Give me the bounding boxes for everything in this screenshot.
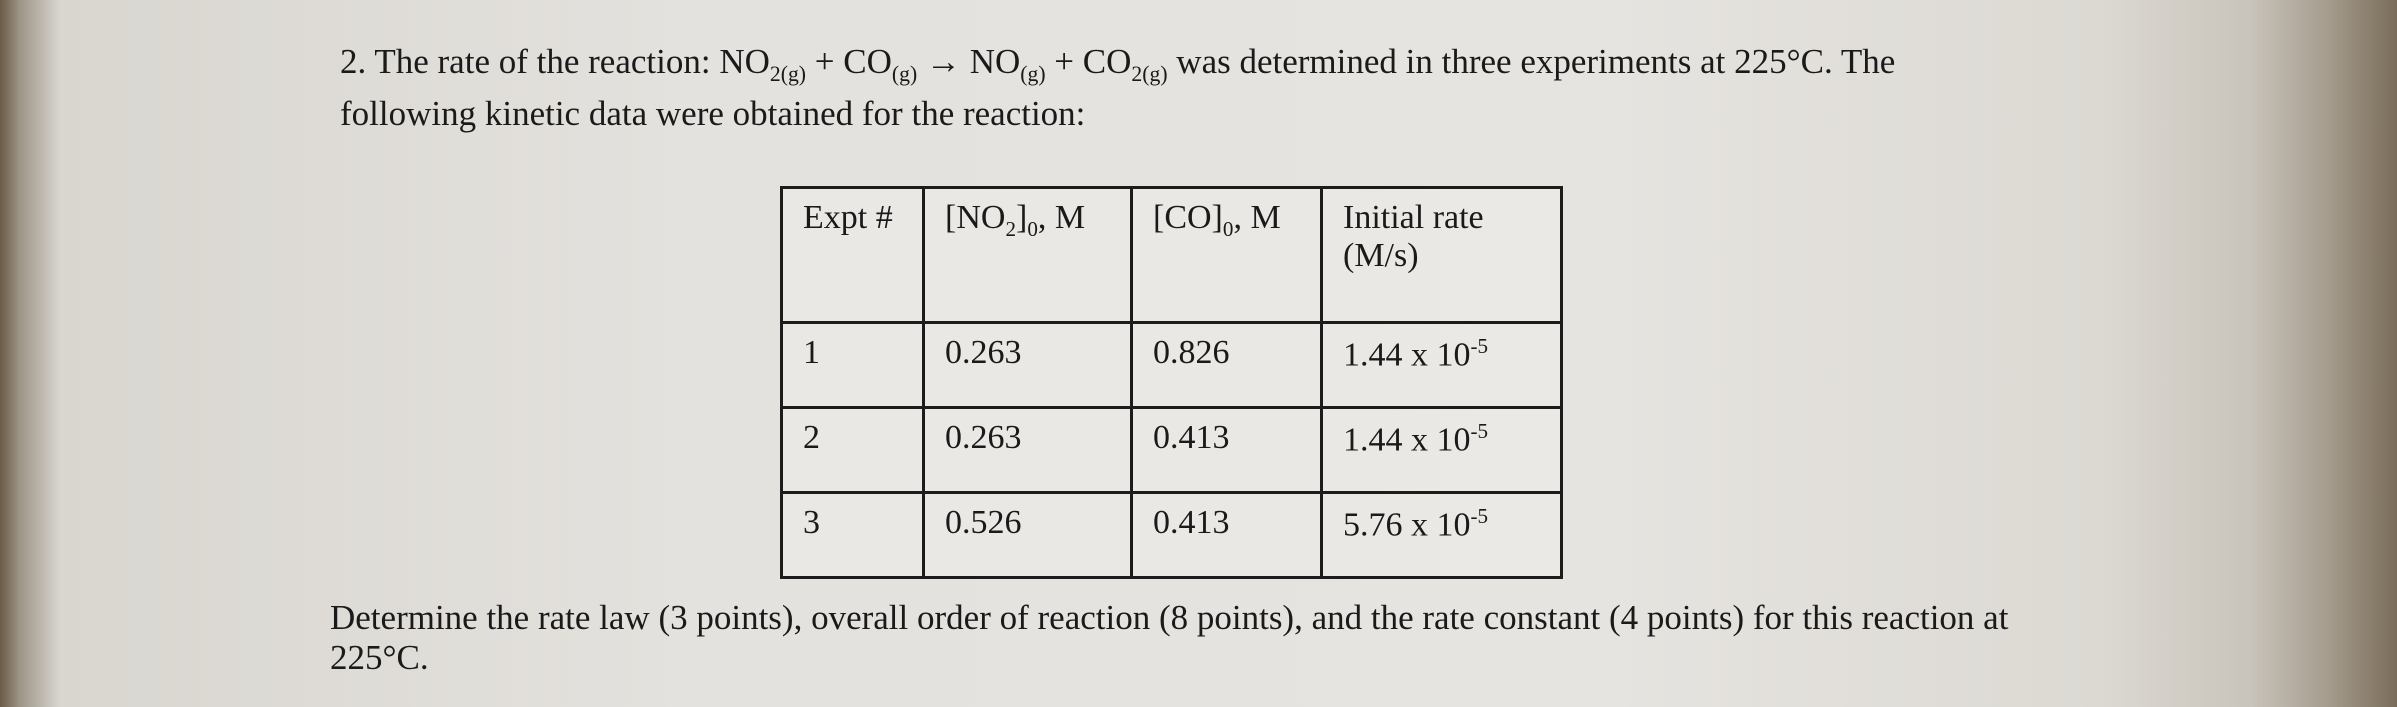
- subscript: 0: [1222, 216, 1234, 241]
- cell: 0.263: [922, 321, 1133, 409]
- instructions: Determine the rate law (3 points), overa…: [330, 598, 2009, 677]
- text-run: + CO: [806, 42, 892, 81]
- text-run: 1.44 x 10: [1343, 421, 1471, 459]
- subscript: 0: [1027, 216, 1038, 241]
- text-run: was determined in three experiments at 2…: [340, 42, 1896, 133]
- subscript: 2(g): [1131, 62, 1168, 86]
- cell: 3: [780, 491, 925, 579]
- superscript: -5: [1470, 504, 1489, 528]
- text-run: → NO: [917, 42, 1021, 81]
- cell: 1.44 x 10-5: [1320, 406, 1563, 494]
- cell: 0.826: [1130, 321, 1323, 409]
- header-cell: Initial rate (M/s): [1320, 186, 1563, 324]
- text-run: + CO: [1045, 42, 1132, 81]
- cell: 0.413: [1130, 491, 1323, 579]
- data-row: 2 0.263 0.413 1.44 x 10-5: [780, 406, 1563, 494]
- text-run: 5.76 x 10: [1343, 506, 1471, 544]
- kinetics-table: Expt # [NO2]0, M [CO]0, M Initial rate (M/s…: [780, 186, 1563, 579]
- text-run: , M: [1233, 199, 1281, 236]
- text-run: [CO]: [1153, 199, 1223, 236]
- cell: 0.413: [1130, 406, 1323, 494]
- text-run: 1.44 x 10: [1343, 336, 1471, 374]
- subscript: (g): [891, 62, 918, 86]
- superscript: -5: [1470, 419, 1489, 443]
- cell: 0.526: [922, 491, 1133, 579]
- cell: 2: [780, 406, 925, 494]
- header-cell: [NO2]0, M: [922, 186, 1133, 324]
- superscript: -5: [1470, 334, 1489, 358]
- subscript: (g): [1020, 62, 1046, 86]
- text-run: 2. The rate of the reaction: NO: [340, 42, 770, 81]
- text-run: , M: [1037, 199, 1086, 236]
- data-row: 3 0.526 0.413 5.76 x 10-5: [780, 491, 1563, 579]
- text-run: ]: [1015, 199, 1028, 236]
- subscript: 2: [1005, 216, 1016, 241]
- data-row: 1 0.263 0.826 1.44 x 10-5: [780, 321, 1563, 409]
- cell: 1.44 x 10-5: [1320, 321, 1563, 409]
- header-cell: [CO]0, M: [1130, 186, 1323, 324]
- cell: 5.76 x 10-5: [1320, 491, 1563, 579]
- header-row: Expt # [NO2]0, M [CO]0, M Initial rate (M/s…: [780, 186, 1563, 324]
- subscript: 2(g): [769, 62, 807, 86]
- text-run: [NO: [945, 199, 1006, 236]
- cell: 1: [780, 321, 925, 409]
- text-run: Initial rate (M/s): [1343, 199, 1484, 274]
- question: 2. The rate of the reaction: NO2(g) + CO…: [340, 42, 1920, 134]
- header-cell: Expt #: [780, 186, 925, 324]
- cell: 0.263: [922, 406, 1133, 494]
- table-body: Expt # [NO2]0, M [CO]0, M Initial rate (M/s…: [780, 186, 1563, 579]
- text-run: Expt #: [803, 199, 893, 236]
